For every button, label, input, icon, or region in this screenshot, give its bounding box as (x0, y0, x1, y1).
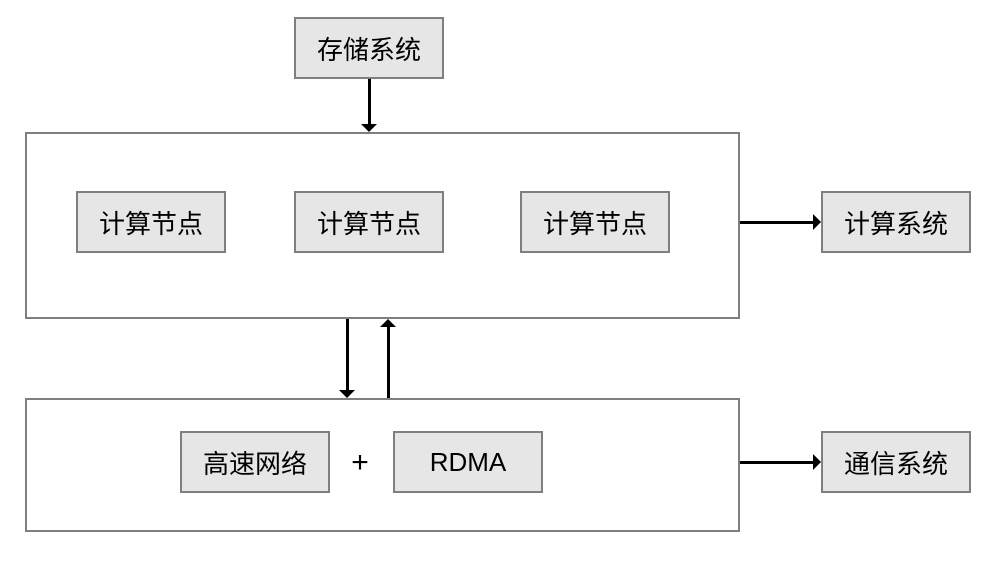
rdma-label: RDMA (430, 447, 507, 478)
arrow-head-down-icon (361, 124, 377, 132)
storage-system-label: 存储系统 (317, 30, 421, 67)
compute-node-1: 计算节点 (76, 191, 226, 253)
highspeed-network-box: 高速网络 (180, 431, 330, 493)
diagram-canvas: 存储系统 计算节点 计算节点 计算节点 计算系统 高速网络 + RDMA (0, 0, 1000, 561)
arrow-head-right-icon (813, 214, 821, 230)
compute-node-3-label: 计算节点 (543, 204, 647, 241)
comm-system-box: 通信系统 (821, 431, 971, 493)
arrow-compute-to-system (740, 221, 813, 224)
arrow-storage-to-compute (368, 79, 371, 124)
highspeed-network-label: 高速网络 (203, 444, 307, 481)
compute-node-2: 计算节点 (294, 191, 444, 253)
compute-node-3: 计算节点 (520, 191, 670, 253)
compute-system-label: 计算系统 (844, 204, 948, 241)
compute-system-box: 计算系统 (821, 191, 971, 253)
storage-system-box: 存储系统 (294, 17, 444, 79)
arrow-head-down-icon (339, 390, 355, 398)
arrow-comm-to-system (740, 461, 813, 464)
arrow-head-up-icon (380, 319, 396, 327)
arrow-compute-to-comm (346, 319, 349, 390)
arrow-head-right-icon (813, 454, 821, 470)
compute-node-1-label: 计算节点 (99, 204, 203, 241)
arrow-comm-to-compute (387, 327, 390, 398)
comm-system-label: 通信系统 (844, 444, 948, 481)
compute-node-2-label: 计算节点 (317, 204, 421, 241)
plus-sign-label: + (351, 446, 369, 480)
comm-container (25, 398, 740, 532)
plus-sign: + (345, 443, 375, 483)
rdma-box: RDMA (393, 431, 543, 493)
